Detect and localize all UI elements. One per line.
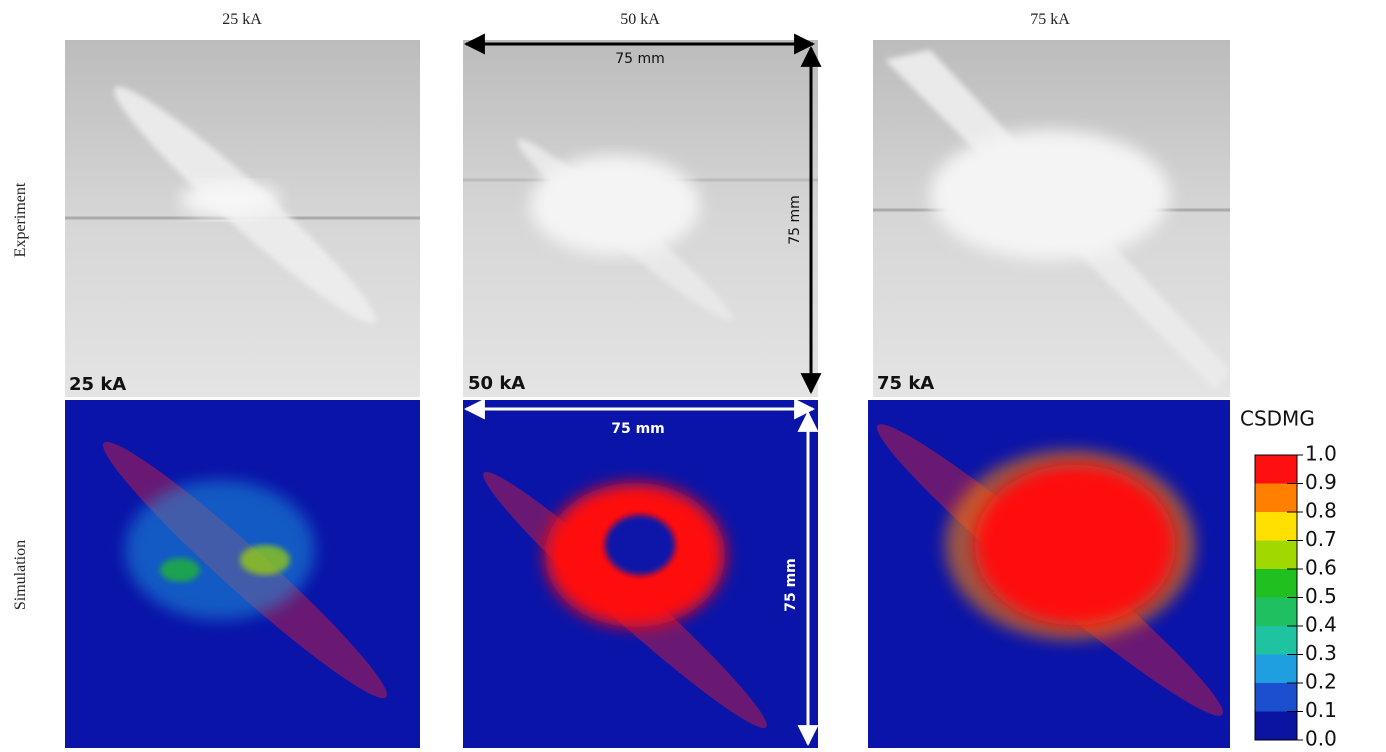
colorbar-tick-label: 0.7 [1305,527,1337,551]
colorbar-band [1255,455,1297,484]
colorbar: 0.0 0.1 0.2 0.3 0.4 0.5 0.6 0.7 0.8 0.9 1.0 [1255,442,1337,751]
colorbar-tick-label: 0.9 [1305,470,1337,494]
experiment-panels [65,40,1230,397]
colorbar-tick-label: 0.8 [1305,499,1337,523]
colorbar-tick-label: 0.6 [1305,556,1337,580]
colorbar-tick-label: 0.0 [1305,727,1337,751]
column-title: 50 kA [620,11,660,28]
dimension-label: 75 mm [611,421,665,437]
colorbar-band [1255,712,1297,741]
panel-label: 50 kA [468,373,525,394]
colorbar-band [1255,598,1297,627]
colorbar-band [1255,626,1297,655]
column-title: 75 kA [1030,11,1070,28]
row-title: Simulation [12,540,29,610]
colorbar-tick-label: 0.1 [1305,698,1337,722]
colorbar-tick-label: 0.3 [1305,641,1337,665]
colorbar-band [1255,569,1297,598]
simulation-panels [65,400,1238,748]
dimension-label: 75 mm [615,51,665,67]
panel-label: 25 kA [69,374,126,395]
dimension-label: 75 mm [787,195,803,245]
column-title: 25 kA [222,11,262,28]
row-title: Experiment [12,182,29,257]
dimension-label: 75 mm [783,558,799,612]
colorbar-title: CSDMG [1240,407,1315,431]
colorbar-band [1255,683,1297,712]
colorbar-tick-label: 0.2 [1305,670,1337,694]
colorbar-tick-label: 0.4 [1305,613,1337,637]
panel-label: 75 kA [877,373,934,394]
colorbar-tick-label: 1.0 [1305,442,1337,466]
colorbar-band [1255,512,1297,541]
colorbar-band [1255,655,1297,684]
colorbar-band [1255,541,1297,570]
figure: 75 mm 75 mm 75 mm 75 mm 25 kA 50 kA 75 k… [0,0,1386,752]
colorbar-tick-label: 0.5 [1305,584,1337,608]
colorbar-band [1255,484,1297,513]
